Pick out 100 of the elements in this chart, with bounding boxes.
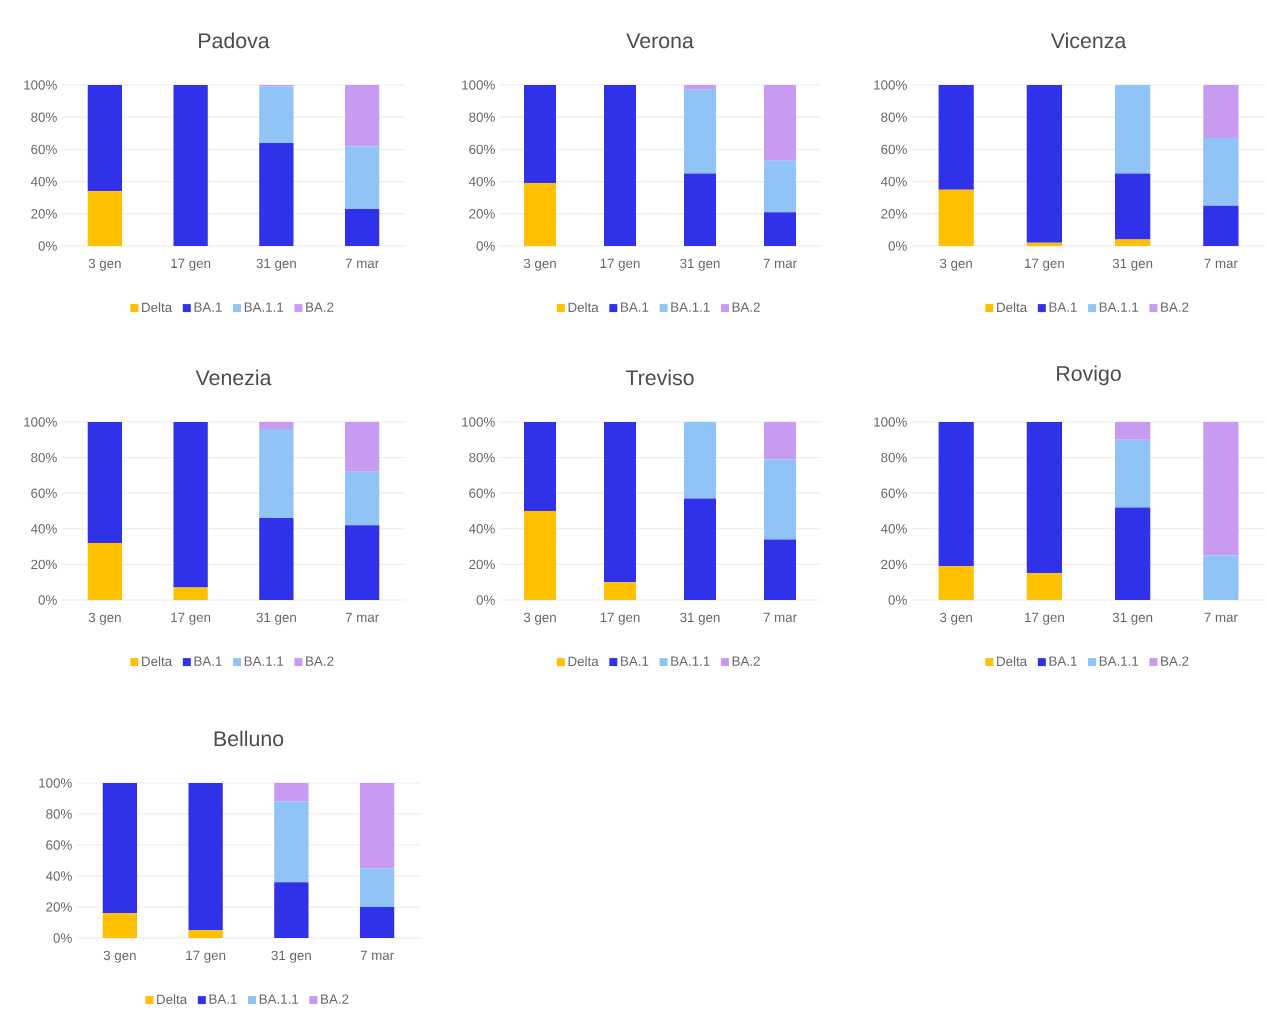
bar — [1026, 573, 1063, 600]
legend-label: BA.2 — [306, 302, 334, 312]
y-tick-label: 20% — [46, 902, 72, 912]
bar — [344, 421, 380, 472]
bar — [274, 783, 309, 802]
y-tick-label: 20% — [469, 209, 495, 219]
bar — [259, 421, 294, 430]
y-tick-label: 80% — [469, 452, 495, 463]
x-tick-label: 3 gen — [939, 612, 972, 625]
legend-label: BA.1 — [621, 656, 649, 666]
bar — [604, 421, 637, 583]
bar — [344, 146, 380, 209]
x-tick-label: 31 gen — [1112, 258, 1153, 271]
bar — [1203, 205, 1239, 246]
bar — [259, 518, 294, 600]
legend-label: BA.1 — [194, 656, 222, 666]
x-tick-label: 3 gen — [88, 258, 121, 271]
bar — [524, 183, 556, 246]
x-tick-label: 3 gen — [103, 950, 136, 963]
bar — [938, 189, 974, 246]
y-tick-label: 100% — [24, 417, 57, 427]
y-tick-label: 40% — [880, 524, 907, 534]
x-tick-label: 7 mar — [763, 612, 797, 623]
y-tick-label: 0% — [38, 241, 57, 251]
legend-label: BA.1.1 — [1099, 302, 1139, 312]
bar — [524, 421, 556, 511]
y-tick-label: 100% — [874, 417, 907, 427]
bar — [87, 421, 123, 544]
y-tick-label: 0% — [476, 595, 495, 605]
legend-label: BA.1 — [194, 302, 222, 312]
bar — [684, 89, 716, 174]
legend-label: Delta — [568, 656, 599, 667]
bar — [938, 421, 974, 567]
y-tick-label: 60% — [469, 488, 495, 498]
x-tick-label: 17 gen — [171, 258, 211, 271]
y-tick-label: 60% — [46, 840, 72, 850]
x-tick-label: 7 mar — [360, 950, 394, 961]
chart-title: Padova — [199, 32, 270, 49]
y-tick-label: 80% — [881, 452, 907, 463]
y-tick-label: 0% — [38, 595, 57, 605]
bar — [1114, 239, 1151, 246]
legend-label: BA.1.1 — [244, 656, 284, 666]
x-tick-label: 31 gen — [680, 258, 720, 271]
bar — [764, 212, 796, 246]
bar — [1114, 507, 1151, 600]
bar — [188, 783, 223, 931]
bar — [259, 429, 294, 519]
chart-title: Vicenza — [1050, 32, 1127, 49]
legend-label: BA.1 — [209, 994, 237, 1004]
x-tick-label: 7 mar — [1204, 258, 1238, 268]
y-tick-label: 60% — [31, 144, 57, 155]
x-tick-label: 17 gen — [1025, 612, 1064, 625]
bar — [938, 84, 974, 190]
legend-label: BA.2 — [732, 302, 760, 312]
y-tick-label: 40% — [468, 176, 495, 187]
x-tick-label: 17 gen — [186, 950, 226, 963]
bar — [344, 471, 380, 526]
bar — [684, 421, 716, 499]
y-tick-label: 0% — [888, 595, 907, 605]
legend-label: BA.2 — [306, 656, 334, 666]
y-tick-label: 20% — [881, 209, 907, 219]
bar — [764, 421, 796, 460]
bar — [102, 913, 138, 938]
legend-label: BA.2 — [732, 656, 760, 666]
bar — [87, 191, 123, 246]
x-tick-label: 17 gen — [171, 612, 211, 625]
bar — [274, 801, 309, 883]
chart-title: Venezia — [195, 369, 272, 386]
legend-label: Delta — [997, 656, 1028, 667]
x-tick-label: 17 gen — [600, 258, 640, 271]
y-tick-label: 40% — [468, 524, 495, 534]
y-tick-label: 100% — [874, 80, 907, 90]
x-tick-label: 31 gen — [680, 612, 720, 625]
bar — [1114, 84, 1151, 174]
y-tick-label: 40% — [45, 871, 72, 881]
legend-label: BA.2 — [1161, 302, 1189, 312]
bar — [1203, 84, 1239, 139]
legend-label: BA.1 — [1049, 302, 1077, 312]
y-tick-label: 60% — [469, 144, 495, 155]
bar — [102, 783, 138, 914]
bar — [1203, 555, 1239, 600]
legend-label: Delta — [568, 302, 599, 313]
y-tick-label: 20% — [881, 559, 907, 570]
bar — [764, 459, 796, 540]
bar — [274, 882, 309, 938]
x-tick-label: 17 gen — [600, 612, 640, 625]
bar — [359, 907, 395, 938]
legend-label: BA.2 — [321, 994, 349, 1004]
bar — [173, 421, 208, 588]
x-tick-label: 31 gen — [1112, 612, 1153, 625]
y-tick-label: 40% — [880, 176, 907, 187]
bar — [344, 84, 380, 147]
bar — [1026, 84, 1063, 243]
bar — [1026, 242, 1063, 246]
legend-label: BA.1 — [1049, 656, 1077, 666]
bar — [188, 930, 223, 938]
bar — [684, 173, 716, 246]
y-tick-label: 20% — [31, 209, 57, 219]
legend-label: BA.1.1 — [671, 656, 710, 666]
x-tick-label: 7 mar — [1204, 612, 1238, 623]
